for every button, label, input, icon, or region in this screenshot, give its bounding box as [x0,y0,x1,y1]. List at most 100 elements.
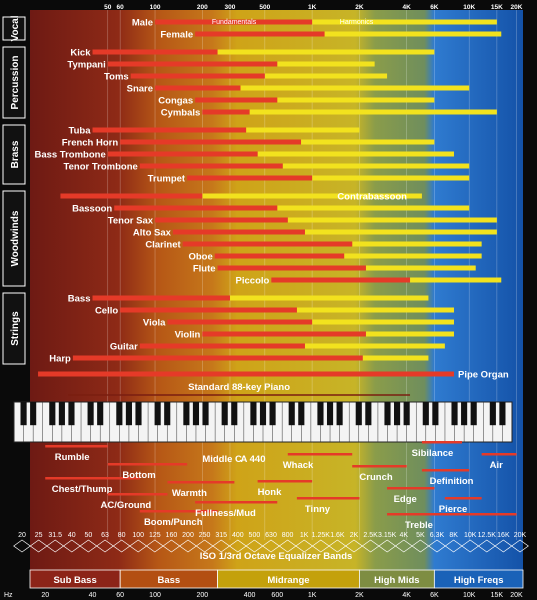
annotation-boom-punch: Boom/Punch [144,517,203,528]
black-key [30,402,37,426]
iso-band-label: 250 [199,532,211,539]
top-tick-label: 4K [403,4,412,11]
harmonic-bar-bass [229,295,429,301]
bottom-tick-label: 4K [402,592,411,599]
annotation-crunch: Crunch [359,472,392,483]
annotation-range-whack [287,453,353,456]
instrument-label-bass-trombone: Bass Trombone [34,150,105,161]
instrument-label-alto-sax: Alto Sax [133,228,172,239]
bottom-tick-label: 10K [463,592,476,599]
iso-band-label: 100 [132,532,144,539]
iso-band-label: 3.15K [378,532,397,539]
group-bracket [2,292,26,365]
annotation-range-pierce [444,497,482,500]
black-key [68,402,75,426]
annotation-pierce: Pierce [439,504,468,515]
black-key [154,402,161,426]
fundamental-bar-clarinet [182,241,353,247]
group-bracket [2,16,26,41]
bottom-tick-label: 20 [41,592,49,599]
fundamentals-legend: Fundamentals [212,19,257,26]
black-key [336,402,343,426]
fundamental-bar-oboe [214,253,345,259]
harmonic-bar-tympani [277,61,375,67]
annotation-tinny: Tinny [305,504,331,515]
fundamental-bar-french-horn [120,139,302,145]
instrument-label-toms: Toms [104,72,129,83]
top-tick-label: 500 [259,4,270,11]
iso-band-label: 800 [282,532,294,539]
region-label-high-freqs: High Freqs [454,575,504,586]
iso-band-label: 200 [182,532,194,539]
harmonic-bar-cello [296,307,454,313]
iso-band-label: 500 [249,532,261,539]
region-label-sub-bass: Sub Bass [53,575,96,586]
iso-band-label: 8K [449,532,458,539]
iso-band-label: 1.25K [312,532,331,539]
fundamental-bar-flute [217,265,366,271]
iso-band-label: 1.6K [330,532,345,539]
black-key [432,402,439,426]
black-key [259,402,267,426]
black-key [87,402,94,426]
top-tick-label: 2K [355,4,364,11]
harmonic-bar-trumpet [312,175,470,181]
axis-unit-label: Hz [4,592,13,599]
top-tick-label: 1K [308,4,317,11]
black-key [202,402,209,426]
iso-band-label: 16K [497,532,510,539]
iso-band-label: 20K [514,532,527,539]
fundamental-bar-toms [130,73,265,79]
harmonic-bar-contrabassoon [202,193,422,199]
harmonic-bar-alto-sax [304,229,497,235]
group-label-woodwinds: Woodwinds [10,210,21,266]
harmonic-bar-bassoon [277,205,470,211]
black-key [20,402,27,426]
bottom-tick-label: 200 [196,592,208,599]
instrument-label-contrabassoon: Contrabassoon [337,192,407,203]
fundamental-bar-tenor-sax [155,217,288,223]
region-high-freqs [433,569,524,589]
fundamental-bar-contrabassoon [60,193,203,199]
instrument-label-guitar: Guitar [110,342,138,353]
bottom-tick-label: 1K [308,592,317,599]
iso-band-label: 1K [300,532,309,539]
annotation-range-rumble [45,445,108,448]
harmonic-bar-tuba [246,127,360,133]
harmonic-bar-cymbals [249,109,497,115]
annotation-middle-c: Middle C [202,454,242,465]
annotation-definition: Definition [430,476,474,487]
black-key [326,402,334,426]
annotation-range-sibilance [421,441,463,444]
bottom-tick-label: 100 [149,592,161,599]
annotation-range-boom-punch [139,510,218,513]
instrument-label-trumpet: Trumpet [148,174,186,185]
instrument-label-oboe: Oboe [188,252,212,263]
fundamental-bar-alto-sax [172,229,305,235]
black-key [355,402,362,426]
harmonic-bar-bass-trombone [257,151,454,157]
harmonic-bar-flute [365,265,476,271]
harmonic-bar-kick [217,49,435,55]
iso-band-label: 5K [416,532,425,539]
black-key [394,402,401,426]
harmonic-bar-guitar [304,343,445,349]
iso-band-label: 4K [400,532,409,539]
group-bracket [2,46,26,119]
top-tick-label: 20K [511,4,523,11]
iso-band-diamond [511,539,529,553]
top-tick-label: 15K [491,4,503,11]
piano-label: Standard 88-key Piano [188,382,290,393]
iso-band-label: 12.5K [478,532,497,539]
bottom-tick-label: 2K [355,592,364,599]
black-key [125,402,132,426]
spectrum-background [30,10,523,570]
group-bracket [2,124,26,185]
bottom-tick-label: 60 [116,592,124,599]
instrument-label-tenor-sax: Tenor Sax [108,216,154,227]
harmonics-legend: Harmonics [340,19,374,26]
fundamental-bar-tuba [92,127,247,133]
black-key [135,402,142,426]
